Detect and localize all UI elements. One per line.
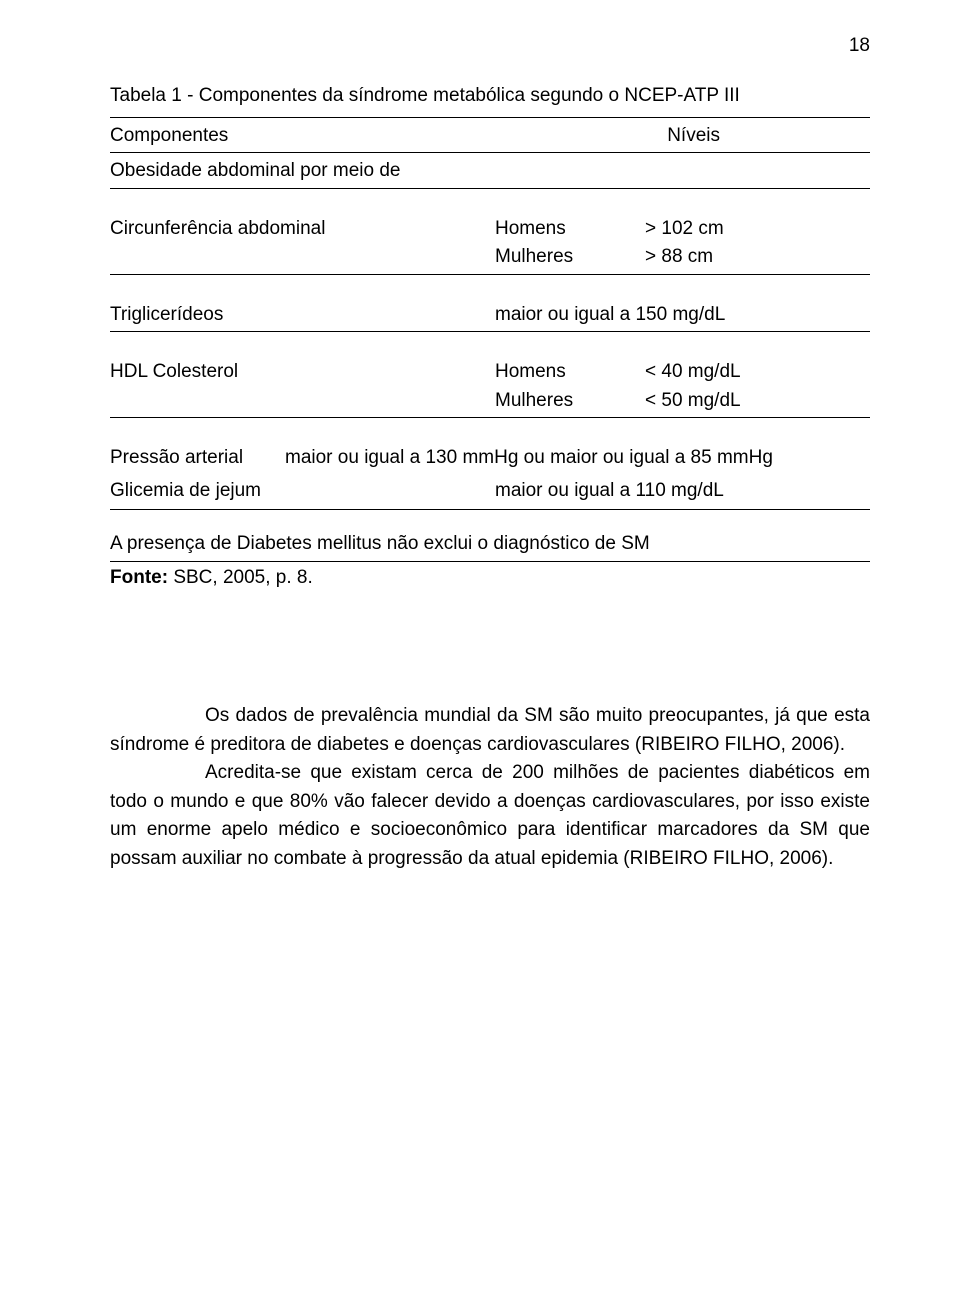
document-page: 18 Tabela 1 - Componentes da síndrome me… (0, 0, 960, 1312)
spacer (110, 275, 870, 299)
row-hdl: HDL Colesterol Homens Mulheres < 40 mg/d… (110, 356, 870, 418)
spacer (110, 332, 870, 356)
row-pressao: Pressão arterial maior ou igual a 130 mm… (110, 442, 870, 475)
hdl-mulheres-label: Mulheres (495, 387, 645, 416)
circ-mulheres-val: > 88 cm (645, 243, 870, 272)
circ-groups: Homens Mulheres (495, 215, 645, 272)
fonte-label: Fonte: (110, 567, 168, 588)
header-left: Componentes (110, 122, 667, 151)
glicemia-label: Glicemia de jejum (110, 477, 495, 506)
circ-homens-label: Homens (495, 215, 645, 244)
paragraph-1: Os dados de prevalência mundial da SM sã… (110, 702, 870, 759)
circ-values: > 102 cm > 88 cm (645, 215, 870, 272)
pressao-val: maior ou igual a 130 mmHg ou maior ou ig… (285, 444, 870, 473)
header-right: Níveis (667, 122, 870, 151)
spacer (110, 189, 870, 213)
table-header-row: Componentes Níveis (110, 117, 870, 154)
row-circunferencia: Circunferência abdominal Homens Mulheres… (110, 213, 870, 275)
trig-val: maior ou igual a 150 mg/dL (495, 301, 870, 330)
row-glicemia: Glicemia de jejum maior ou igual a 110 m… (110, 475, 870, 508)
hdl-label: HDL Colesterol (110, 358, 495, 415)
fonte-val: SBC, 2005, p. 8. (168, 567, 313, 588)
diabetes-note: A presença de Diabetes mellitus não excl… (110, 533, 650, 554)
hdl-homens-val: < 40 mg/dL (645, 358, 870, 387)
row-triglicerideos: Triglicerídeos maior ou igual a 150 mg/d… (110, 299, 870, 333)
hdl-mulheres-val: < 50 mg/dL (645, 387, 870, 416)
circ-mulheres-label: Mulheres (495, 243, 645, 272)
row-obesidade: Obesidade abdominal por meio de (110, 153, 870, 189)
trig-label: Triglicerídeos (110, 301, 495, 330)
hdl-values: < 40 mg/dL < 50 mg/dL (645, 358, 870, 415)
table-title: Tabela 1 - Componentes da síndrome metab… (110, 82, 870, 111)
hdl-groups: Homens Mulheres (495, 358, 645, 415)
circ-homens-val: > 102 cm (645, 215, 870, 244)
row-note: A presença de Diabetes mellitus não excl… (110, 510, 870, 562)
body-text: Os dados de prevalência mundial da SM sã… (110, 702, 870, 873)
paragraph-2: Acredita-se que existam cerca de 200 mil… (110, 759, 870, 873)
pressao-label: Pressão arterial (110, 444, 285, 473)
spacer (110, 418, 870, 442)
circ-label: Circunferência abdominal (110, 215, 495, 272)
page-number: 18 (849, 32, 870, 61)
row-fonte: Fonte: SBC, 2005, p. 8. (110, 562, 870, 593)
obesidade-label: Obesidade abdominal por meio de (110, 157, 870, 186)
glicemia-val: maior ou igual a 110 mg/dL (495, 477, 870, 506)
hdl-homens-label: Homens (495, 358, 645, 387)
